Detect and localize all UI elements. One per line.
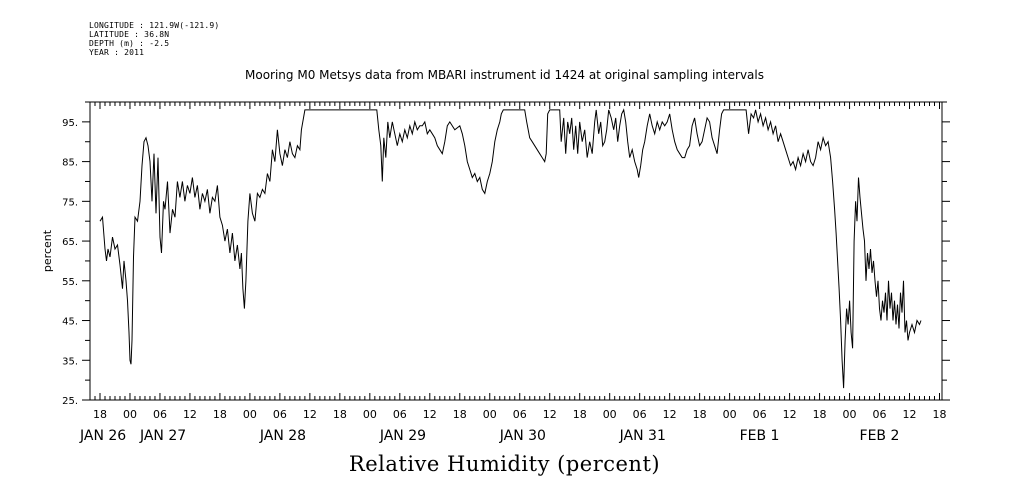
x-tick-label: 12 [183,408,197,421]
y-tick-label: 85. [62,158,78,169]
x-date-label: JAN 31 [619,428,666,444]
plot-frame [89,101,943,401]
x-tick-label: 18 [573,408,587,421]
x-date-label: FEB 2 [860,428,900,444]
x-tick-label: 18 [453,408,467,421]
x-tick-label: 12 [303,408,317,421]
y-tick-label: 55. [62,277,78,288]
x-tick-label: 06 [753,408,767,421]
x-date-label: JAN 30 [499,428,546,444]
x-tick-label: 00 [363,408,377,421]
x-tick-label: 06 [393,408,407,421]
x-date-label: JAN 29 [379,428,426,444]
x-tick-label: 06 [633,408,647,421]
x-date-label: JAN 28 [259,428,306,444]
longitude-label: LONGITUDE : 121.9W(-121.9) [89,21,220,30]
x-date-label: JAN 26 [79,428,126,444]
x-tick-label: 18 [813,408,827,421]
x-date-label: JAN 27 [139,428,186,444]
y-axis-label: percent [41,229,54,272]
x-tick-label: 00 [603,408,617,421]
x-date-label: FEB 1 [740,428,780,444]
x-tick-label: 00 [723,408,737,421]
x-tick-label: 00 [483,408,497,421]
x-tick-label: 06 [513,408,527,421]
x-tick-label: 18 [693,408,707,421]
x-tick-label: 00 [243,408,257,421]
x-axis-label: Relative Humidity (percent) [348,452,661,476]
x-tick-label: 18 [213,408,227,421]
depth-label: DEPTH (m) : -2.5 [89,39,170,48]
y-tick-label: 35. [62,356,78,367]
x-tick-label: 12 [663,408,677,421]
x-tick-label: 12 [783,408,797,421]
latitude-label: LATITUDE : 36.8N [89,30,170,39]
y-tick-label: 45. [62,317,78,328]
chart-title: Mooring M0 Metsys data from MBARI instru… [245,68,764,82]
y-tick-label: 25. [62,396,78,407]
x-tick-label: 18 [333,408,347,421]
x-tick-label: 06 [153,408,167,421]
x-tick-label: 18 [933,408,947,421]
x-tick-label: 00 [843,408,857,421]
y-tick-label: 95. [62,118,78,129]
x-tick-label: 00 [123,408,137,421]
x-tick-label: 12 [543,408,557,421]
y-tick-label: 75. [62,197,78,208]
x-tick-label: 12 [423,408,437,421]
y-tick-label: 65. [62,237,78,248]
year-label: YEAR : 2011 [89,48,145,57]
x-tick-label: 12 [903,408,917,421]
x-tick-label: 18 [93,408,107,421]
x-tick-label: 06 [873,408,887,421]
x-tick-label: 06 [273,408,287,421]
series-line [99,108,922,389]
